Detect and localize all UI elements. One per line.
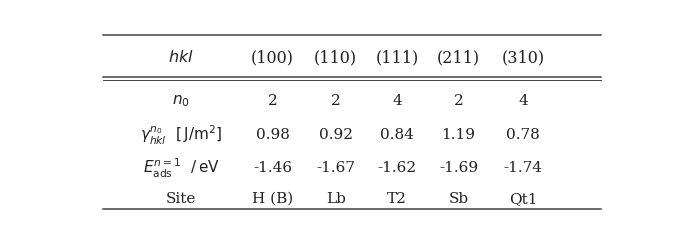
Text: 0.84: 0.84 (380, 128, 414, 142)
Text: 2: 2 (454, 94, 464, 109)
Text: $n_0$: $n_0$ (172, 94, 190, 109)
Text: 0.98: 0.98 (256, 128, 290, 142)
Text: (100): (100) (251, 49, 294, 66)
Text: H (B): H (B) (252, 192, 293, 206)
Text: 1.19: 1.19 (441, 128, 475, 142)
Text: -1.74: -1.74 (504, 161, 543, 175)
Text: $\gamma_{hkl}^{n_0}$  $[\,\mathrm{J/m}^2]$: $\gamma_{hkl}^{n_0}$ $[\,\mathrm{J/m}^2]… (140, 124, 222, 147)
Text: -1.67: -1.67 (316, 161, 355, 175)
Text: Qt1: Qt1 (509, 192, 537, 206)
Text: Site: Site (166, 192, 196, 206)
Text: -1.62: -1.62 (377, 161, 417, 175)
Text: Sb: Sb (448, 192, 468, 206)
Text: (310): (310) (502, 49, 545, 66)
Text: -1.46: -1.46 (253, 161, 293, 175)
Text: (111): (111) (375, 49, 419, 66)
Text: 0.92: 0.92 (319, 128, 353, 142)
Text: $hkl$: $hkl$ (168, 49, 194, 66)
Text: Lb: Lb (326, 192, 345, 206)
Text: -1.69: -1.69 (439, 161, 478, 175)
Text: 0.78: 0.78 (506, 128, 540, 142)
Text: 4: 4 (392, 94, 402, 109)
Text: 2: 2 (268, 94, 277, 109)
Text: $E_{\mathrm{ads}}^{n=1}$  $/\,\mathrm{eV}$: $E_{\mathrm{ads}}^{n=1}$ $/\,\mathrm{eV}… (142, 156, 220, 180)
Text: (110): (110) (314, 49, 357, 66)
Text: T2: T2 (387, 192, 407, 206)
Text: 4: 4 (518, 94, 528, 109)
Text: 2: 2 (331, 94, 341, 109)
Text: (211): (211) (437, 49, 480, 66)
